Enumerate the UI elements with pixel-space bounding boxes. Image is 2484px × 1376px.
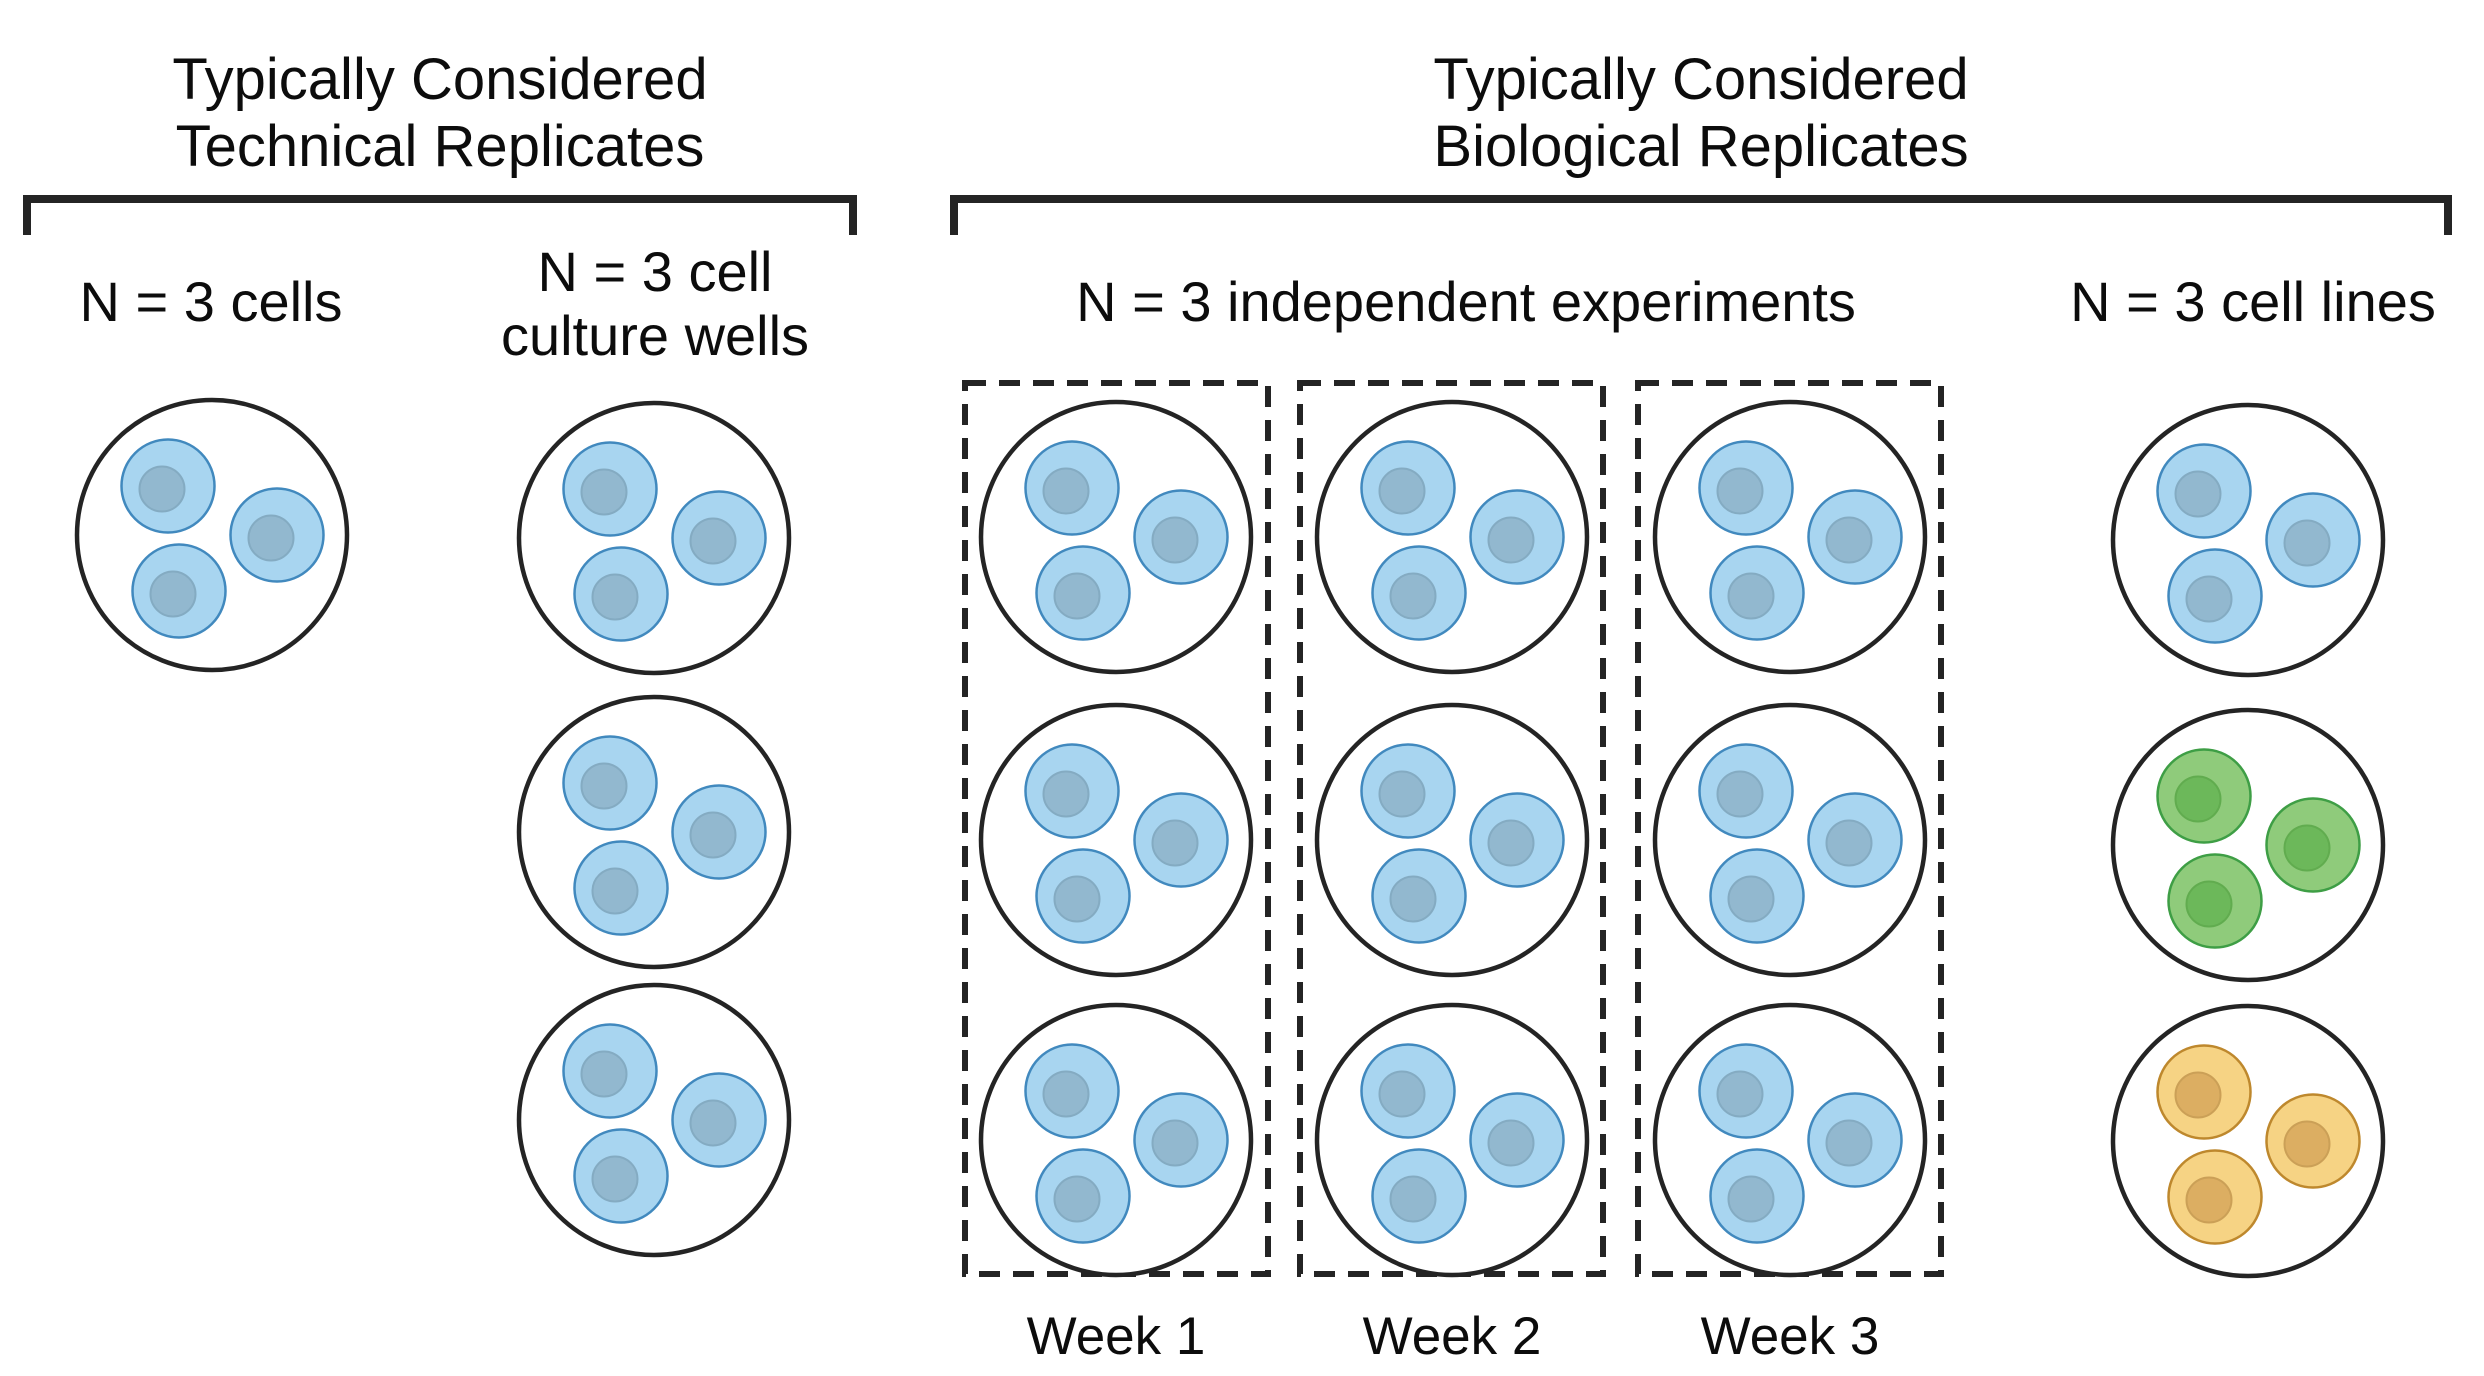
cell-nucleus xyxy=(1053,875,1101,923)
biological-replicates-title: Typically Considered Biological Replicat… xyxy=(1433,46,1968,180)
cell-nucleus xyxy=(1716,770,1764,818)
cell-line-well-blue xyxy=(2110,402,2386,678)
cell-nucleus xyxy=(1716,1070,1764,1118)
cell-nucleus xyxy=(689,517,737,565)
cell-nucleus xyxy=(1151,1119,1199,1167)
label-n3-independent-experiments: N = 3 independent experiments xyxy=(1076,270,1856,333)
cell-nucleus xyxy=(1042,1070,1090,1118)
week1-well-3 xyxy=(978,1002,1254,1278)
cell-nucleus xyxy=(591,867,639,915)
technical-title-line2: Technical Replicates xyxy=(175,114,705,179)
cell-nucleus xyxy=(1487,1119,1535,1167)
cell-nucleus xyxy=(1825,516,1873,564)
cell-nucleus xyxy=(1487,516,1535,564)
biological-bracket xyxy=(950,195,2452,235)
cell-nucleus xyxy=(2185,1176,2233,1224)
week2-well-2 xyxy=(1314,702,1590,978)
culture-well-3 xyxy=(516,982,792,1258)
biological-title-line1: Typically Considered xyxy=(1433,47,1969,112)
cell-nucleus xyxy=(1389,875,1437,923)
cell-nucleus xyxy=(1151,819,1199,867)
technical-bracket xyxy=(23,195,857,235)
cell-nucleus xyxy=(1042,467,1090,515)
cell-nucleus xyxy=(1042,770,1090,818)
cell-nucleus xyxy=(1727,572,1775,620)
cell-nucleus xyxy=(1151,516,1199,564)
technical-title-line1: Typically Considered xyxy=(172,47,708,112)
cell-line-well-orange xyxy=(2110,1003,2386,1279)
week-1-label: Week 1 xyxy=(1026,1307,1206,1366)
label-n3-cells: N = 3 cells xyxy=(79,270,343,333)
cells-well xyxy=(74,397,350,673)
cell-nucleus xyxy=(1378,467,1426,515)
label-n3-cell-lines: N = 3 cell lines xyxy=(2070,270,2436,333)
week2-well-1 xyxy=(1314,399,1590,675)
culture-well-1 xyxy=(516,400,792,676)
cell-nucleus xyxy=(2283,1120,2331,1168)
week3-well-2 xyxy=(1652,702,1928,978)
cell-nucleus xyxy=(2283,519,2331,567)
cell-nucleus xyxy=(591,1155,639,1203)
cell-nucleus xyxy=(1053,572,1101,620)
cell-nucleus xyxy=(1727,875,1775,923)
cell-nucleus xyxy=(580,468,628,516)
cell-nucleus xyxy=(591,573,639,621)
cell-nucleus xyxy=(1487,819,1535,867)
cell-nucleus xyxy=(2174,1071,2222,1119)
cell-nucleus xyxy=(2174,470,2222,518)
cell-nucleus xyxy=(247,514,295,562)
label-n3-culture-wells: N = 3 cell culture wells xyxy=(501,240,809,368)
cell-nucleus xyxy=(2174,775,2222,823)
cell-nucleus xyxy=(1378,770,1426,818)
label-n3-culture-wells-line2: culture wells xyxy=(500,304,810,367)
cell-nucleus xyxy=(2185,575,2233,623)
cell-nucleus xyxy=(1716,467,1764,515)
week1-well-1 xyxy=(978,399,1254,675)
cell-nucleus xyxy=(2185,880,2233,928)
biological-title-line2: Biological Replicates xyxy=(1433,114,1969,179)
label-n3-culture-wells-line1: N = 3 cell xyxy=(537,240,773,303)
week-3-label: Week 3 xyxy=(1700,1307,1880,1366)
cell-nucleus xyxy=(1389,1175,1437,1223)
cell-nucleus xyxy=(149,570,197,618)
cell-nucleus xyxy=(2283,824,2331,872)
cell-line-well-green xyxy=(2110,707,2386,983)
cell-nucleus xyxy=(689,811,737,859)
cell-nucleus xyxy=(1727,1175,1775,1223)
week3-well-1 xyxy=(1652,399,1928,675)
cell-nucleus xyxy=(1378,1070,1426,1118)
week2-well-3 xyxy=(1314,1002,1590,1278)
cell-nucleus xyxy=(1825,819,1873,867)
week-2-label: Week 2 xyxy=(1362,1307,1542,1366)
week1-well-2 xyxy=(978,702,1254,978)
cell-nucleus xyxy=(138,465,186,513)
cell-nucleus xyxy=(580,762,628,810)
cell-nucleus xyxy=(1389,572,1437,620)
cell-nucleus xyxy=(580,1050,628,1098)
technical-replicates-title: Typically Considered Technical Replicate… xyxy=(172,46,707,180)
culture-well-2 xyxy=(516,694,792,970)
cell-nucleus xyxy=(1053,1175,1101,1223)
week3-well-3 xyxy=(1652,1002,1928,1278)
cell-nucleus xyxy=(689,1099,737,1147)
cell-nucleus xyxy=(1825,1119,1873,1167)
